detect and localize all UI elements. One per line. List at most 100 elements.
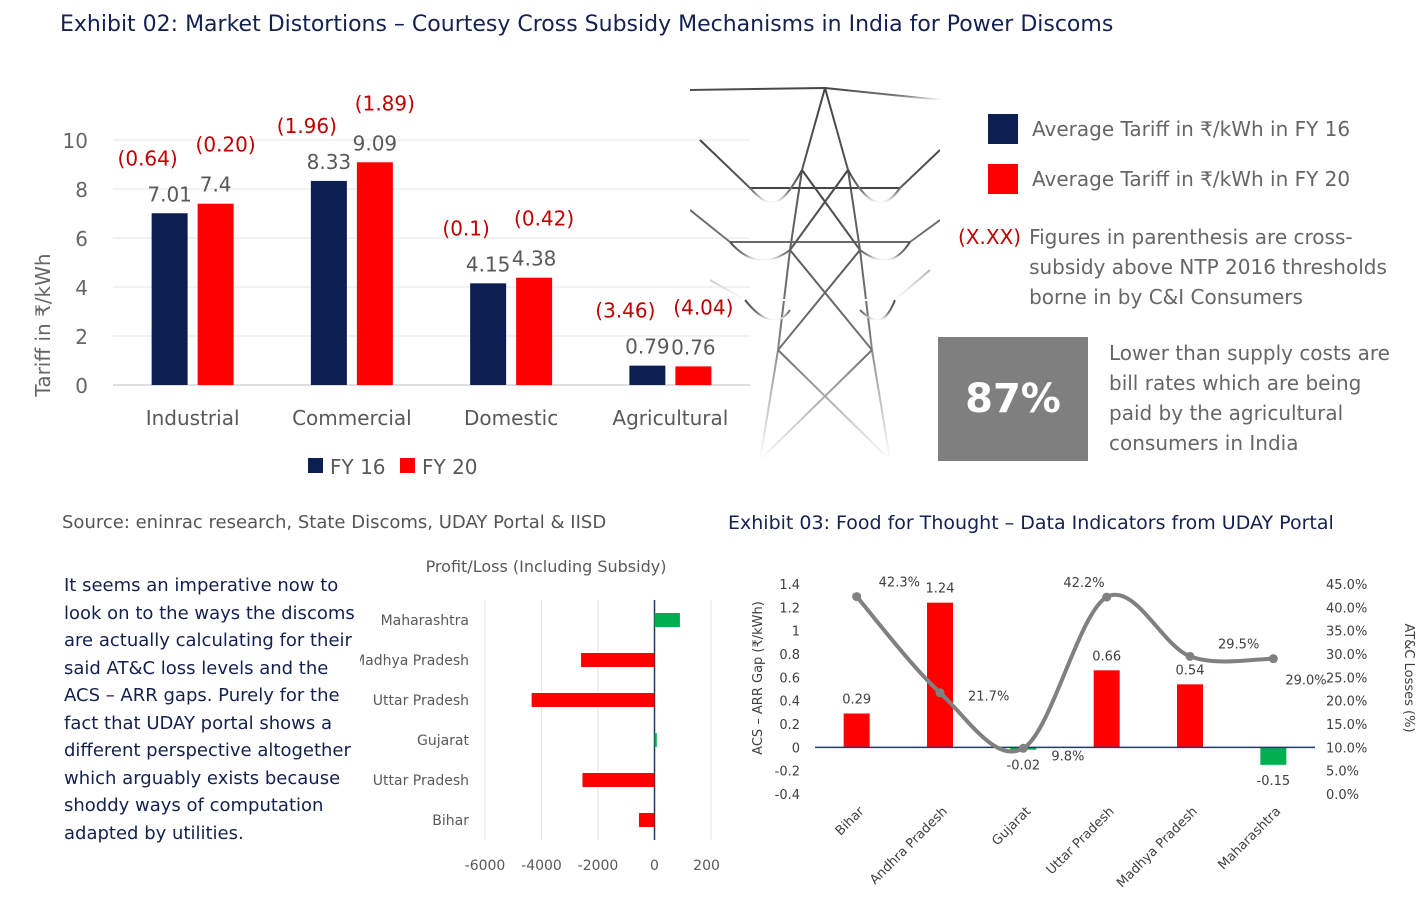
y-tick-label: 0 bbox=[792, 741, 800, 756]
gap-y-ticks: -0.4 -0.2 0 0.2 0.4 0.6 0.8 1 1.2 1.4 bbox=[775, 578, 800, 803]
profit-loss-bar bbox=[654, 613, 680, 627]
y-tick-label: 1.2 bbox=[779, 601, 800, 616]
gap-value-label: 0.54 bbox=[1176, 663, 1205, 678]
y-tick-label: 1 bbox=[792, 625, 800, 640]
cross-subsidy-label: (0.42) bbox=[514, 207, 574, 231]
commentary-paragraph: It seems an imperative now to look on to… bbox=[64, 575, 355, 844]
y-tick-label: 0.2 bbox=[779, 718, 800, 733]
gap-bars: 0.29 1.24 -0.02 0.66 0.54 -0.15 bbox=[842, 582, 1290, 789]
profit-loss-bars bbox=[531, 613, 680, 827]
y-tick-label: 0.4 bbox=[779, 695, 800, 710]
note-marker: (X.XX) bbox=[958, 225, 1022, 249]
profit-loss-bar bbox=[654, 733, 657, 747]
value-label: 8.33 bbox=[307, 150, 352, 174]
atc-value-label: 42.2% bbox=[1063, 576, 1104, 591]
tariff-chart: 0 2 4 6 8 10 Tariff in ₹/kWh 7.01 (0.64) 7.4 (0.… bbox=[31, 91, 750, 479]
gap-axis-label: ACS – ARR Gap (₹/kWh) bbox=[751, 601, 766, 755]
category-label: Uttar Pradesh bbox=[373, 693, 469, 709]
kpi-box: 87% bbox=[938, 337, 1088, 461]
category-label: Gujarat bbox=[417, 733, 470, 749]
tariff-bars: 7.01 (0.64) 7.4 (0.20) 8.33 (1.96) 9.09 (1.89) 4… bbox=[118, 91, 733, 385]
tariff-bar bbox=[197, 203, 234, 385]
gap-bar bbox=[1093, 670, 1120, 748]
category-label: Gujarat bbox=[989, 804, 1034, 849]
category-label: Madhya Pradesh bbox=[360, 653, 469, 669]
x-tick-label: 2000 bbox=[693, 858, 720, 874]
side-legend: Average Tariff in ₹/kWh in FY 16 Average… bbox=[988, 114, 1350, 194]
category-label: Maharashtra bbox=[381, 613, 469, 629]
y2-tick-label: 30.0% bbox=[1326, 648, 1367, 663]
category-label: Maharashtra bbox=[1215, 804, 1284, 873]
profit-loss-bar bbox=[581, 653, 655, 667]
note-text: Figures in parenthesis are cross-subsidy… bbox=[1029, 225, 1387, 309]
atc-value-label: 21.7% bbox=[968, 690, 1009, 705]
y2-tick-label: 35.0% bbox=[1326, 625, 1367, 640]
atc-point bbox=[1268, 654, 1278, 664]
kpi-description: Lower than supply costs are bill rates w… bbox=[1109, 341, 1390, 455]
exhibit-03-title: Exhibit 03: Food for Thought – Data Indi… bbox=[728, 512, 1334, 534]
side-legend-fy16: Average Tariff in ₹/kWh in FY 16 bbox=[988, 114, 1350, 144]
side-legend-label: Average Tariff in ₹/kWh in FY 20 bbox=[1032, 167, 1351, 191]
y2-tick-label: 45.0% bbox=[1326, 578, 1367, 593]
value-label: 0.76 bbox=[671, 335, 716, 359]
cross-subsidy-label: (1.89) bbox=[355, 91, 415, 115]
atc-value-label: 9.8% bbox=[1051, 749, 1084, 764]
category-label: Uttar Pradesh bbox=[1044, 804, 1118, 878]
tariff-bar bbox=[629, 365, 666, 385]
gap-value-label: 0.29 bbox=[842, 693, 871, 708]
gap-value-label: 1.24 bbox=[926, 582, 955, 597]
y2-tick-label: 25.0% bbox=[1326, 671, 1367, 686]
tariff-x-ticks: Industrial Commercial Domestic Agricultural bbox=[146, 406, 729, 430]
cross-subsidy-label: (0.1) bbox=[442, 216, 489, 240]
tariff-bar bbox=[356, 162, 393, 385]
x-tick-label: -2000 bbox=[578, 858, 619, 874]
tariff-bar bbox=[310, 180, 347, 385]
source-note: Source: eninrac research, State Discoms,… bbox=[62, 512, 607, 533]
y2-tick-label: 0.0% bbox=[1326, 788, 1359, 803]
profit-loss-bar bbox=[582, 773, 655, 787]
y-tick-label: 2 bbox=[75, 325, 88, 349]
gap-value-label: -0.02 bbox=[1007, 759, 1041, 774]
uday-chart: ACS – ARR Gap (₹/kWh) AT&C Losses (%) -0… bbox=[751, 576, 1416, 891]
gap-bar bbox=[1177, 684, 1203, 748]
profit-loss-grid bbox=[484, 600, 712, 840]
category-label: Madhya Pradesh bbox=[1114, 804, 1201, 891]
atc-point bbox=[1185, 651, 1195, 661]
cross-subsidy-label: (0.20) bbox=[196, 133, 256, 157]
atc-axis-label: AT&C Losses (%) bbox=[1401, 623, 1416, 732]
profit-loss-bar bbox=[531, 693, 655, 707]
x-tick-label: -6000 bbox=[465, 858, 506, 874]
y-tick-label: 0.6 bbox=[779, 671, 800, 686]
atc-line: 42.3% 21.7% 9.8% 42.2% 29.5% 29.0% bbox=[852, 576, 1327, 764]
profit-loss-title: Profit/Loss (Including Subsidy) bbox=[426, 557, 667, 576]
y2-tick-label: 10.0% bbox=[1326, 741, 1367, 756]
atc-curve bbox=[855, 592, 1274, 754]
legend-label: FY 16 bbox=[330, 455, 386, 479]
x-tick-label: Agricultural bbox=[612, 406, 728, 430]
category-label: Andhra Pradesh bbox=[867, 804, 951, 888]
x-tick-label: -4000 bbox=[521, 858, 562, 874]
legend-label: FY 20 bbox=[422, 455, 478, 479]
tariff-bar bbox=[516, 277, 553, 385]
atc-value-label: 29.0% bbox=[1285, 674, 1326, 689]
profit-loss-categories: Maharashtra Madhya Pradesh Uttar Pradesh Gu… bbox=[360, 613, 470, 829]
category-label: Uttar Pradesh bbox=[373, 773, 469, 789]
profit-loss-x-ticks: -6000 -4000 -2000 0 2000 bbox=[465, 858, 720, 874]
y-tick-label: 0.8 bbox=[779, 648, 800, 663]
cross-subsidy-label: (4.04) bbox=[673, 295, 733, 319]
gap-bar bbox=[843, 713, 870, 748]
value-label: 0.79 bbox=[625, 335, 670, 359]
gap-value-label: 0.66 bbox=[1092, 649, 1121, 664]
tariff-y-ticks: 0 2 4 6 8 10 bbox=[63, 129, 88, 398]
y-tick-label: 6 bbox=[75, 227, 88, 251]
page-title: Exhibit 02: Market Distortions – Courtes… bbox=[60, 12, 1114, 37]
tariff-bar bbox=[470, 283, 507, 385]
atc-value-label: 29.5% bbox=[1218, 637, 1259, 652]
fy20-swatch bbox=[988, 164, 1018, 194]
legend-swatch bbox=[308, 458, 323, 473]
profit-loss-bar bbox=[638, 813, 655, 827]
y2-tick-label: 40.0% bbox=[1326, 601, 1367, 616]
y-tick-label: -0.4 bbox=[775, 788, 800, 803]
cross-subsidy-note: (X.XX) Figures in parenthesis are cross-… bbox=[958, 222, 1398, 312]
y2-tick-label: 15.0% bbox=[1326, 718, 1367, 733]
